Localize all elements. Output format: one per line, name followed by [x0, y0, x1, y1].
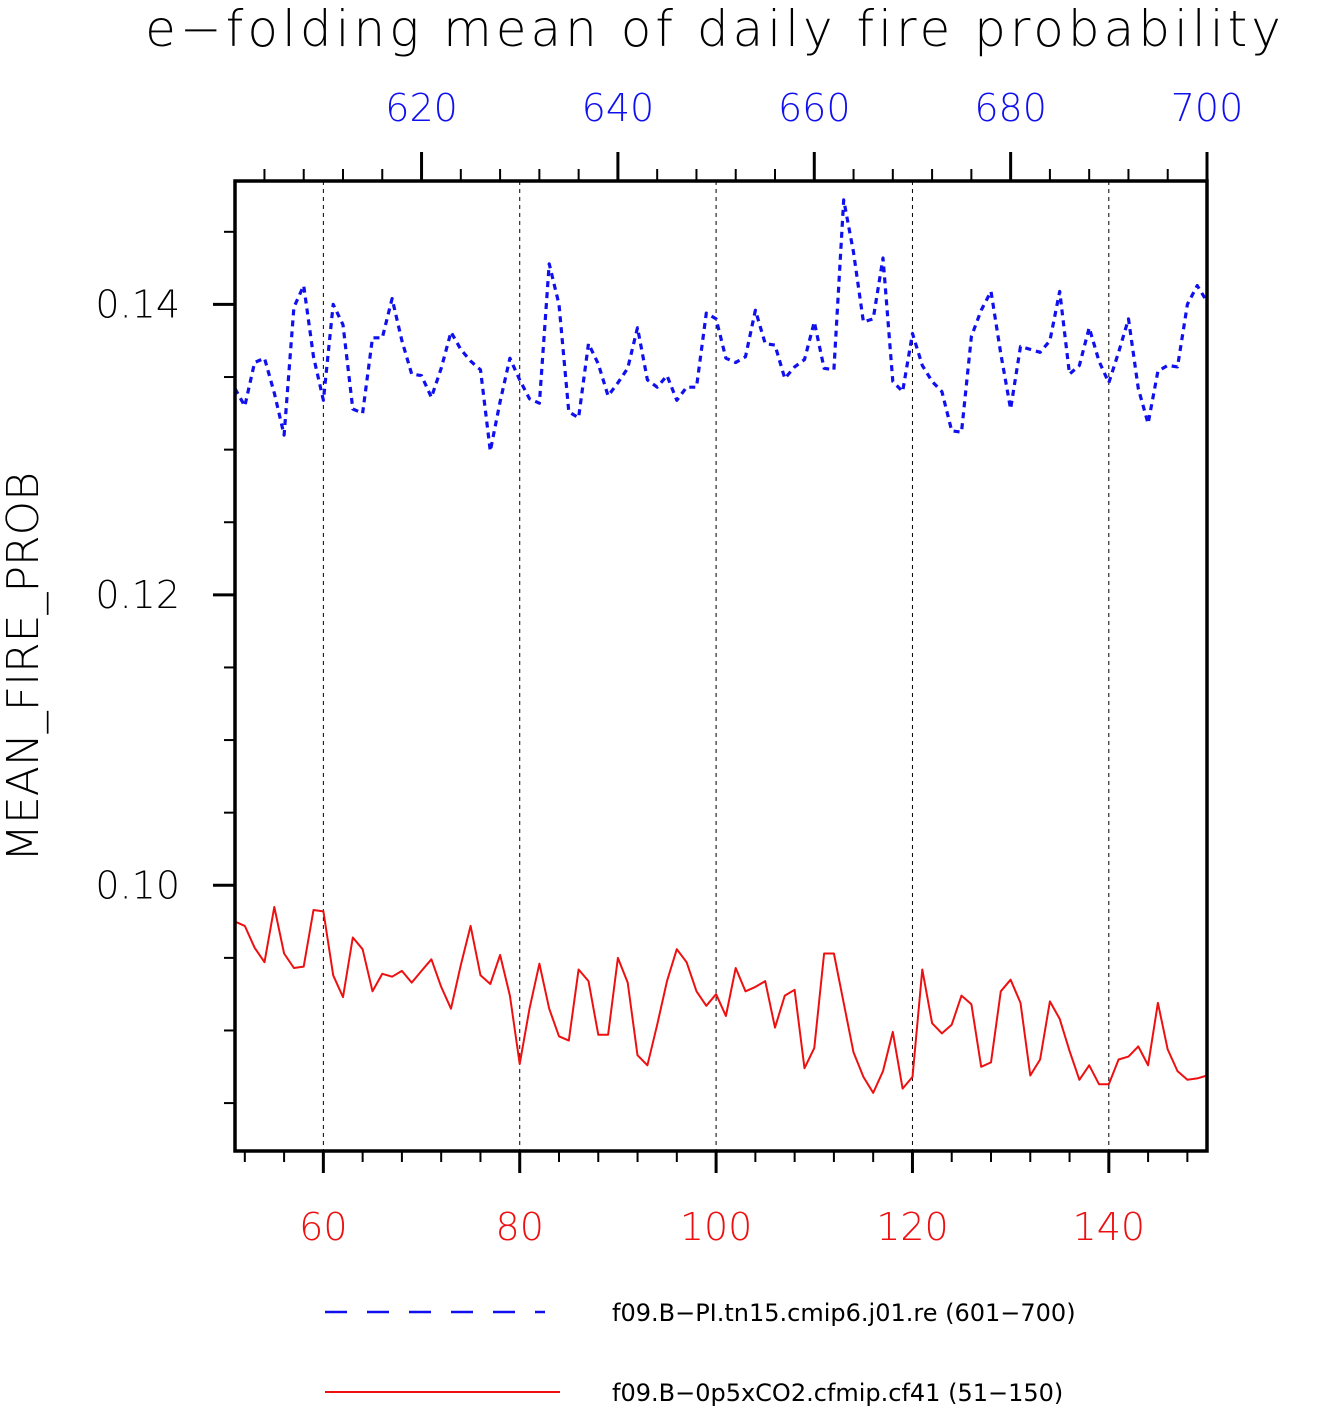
bottom-tick-label: 120 [876, 1205, 949, 1249]
legend: f09.B−PI.tn15.cmip6.j01.re (601−700) f09… [325, 1299, 1076, 1407]
bottom-tick-label: 140 [1073, 1205, 1146, 1249]
y-axis-ticks [213, 230, 235, 1105]
y-tick-label: 0.12 [95, 573, 180, 617]
bottom-tick-label: 100 [680, 1205, 753, 1249]
y-tick-label: 0.10 [95, 863, 180, 907]
series-line-2 [234, 906, 1208, 1094]
y-tick-label: 0.14 [95, 282, 180, 326]
top-axis-ticks [263, 152, 1209, 181]
bottom-axis-tick-labels: 60 80 100 120 140 [299, 1205, 1145, 1249]
plot-frame [233, 179, 1209, 1153]
bottom-axis-ticks [243, 1151, 1189, 1173]
grid-lines [322, 181, 1110, 1151]
bottom-tick-label: 60 [299, 1205, 347, 1249]
top-tick-label: 640 [582, 86, 655, 130]
y-axis-label: MEAN_FIRE_PROB [0, 472, 49, 862]
top-tick-label: 700 [1171, 86, 1244, 130]
bottom-tick-label: 80 [496, 1205, 544, 1249]
top-axis-tick-labels: 620 640 660 680 700 [385, 86, 1243, 130]
legend-label-series-1: f09.B−PI.tn15.cmip6.j01.re (601−700) [612, 1299, 1076, 1327]
y-axis-tick-labels: 0.10 0.12 0.14 [95, 282, 180, 907]
series-line-1 [233, 198, 1209, 453]
top-tick-label: 620 [385, 86, 458, 130]
series-lines [233, 198, 1209, 1094]
chart-title: e−folding mean of daily fire probability [145, 0, 1285, 58]
legend-label-series-2: f09.B−0p5xCO2.cfmip.cf41 (51−150) [612, 1379, 1063, 1407]
top-tick-label: 660 [778, 86, 851, 130]
top-tick-label: 680 [974, 86, 1047, 130]
